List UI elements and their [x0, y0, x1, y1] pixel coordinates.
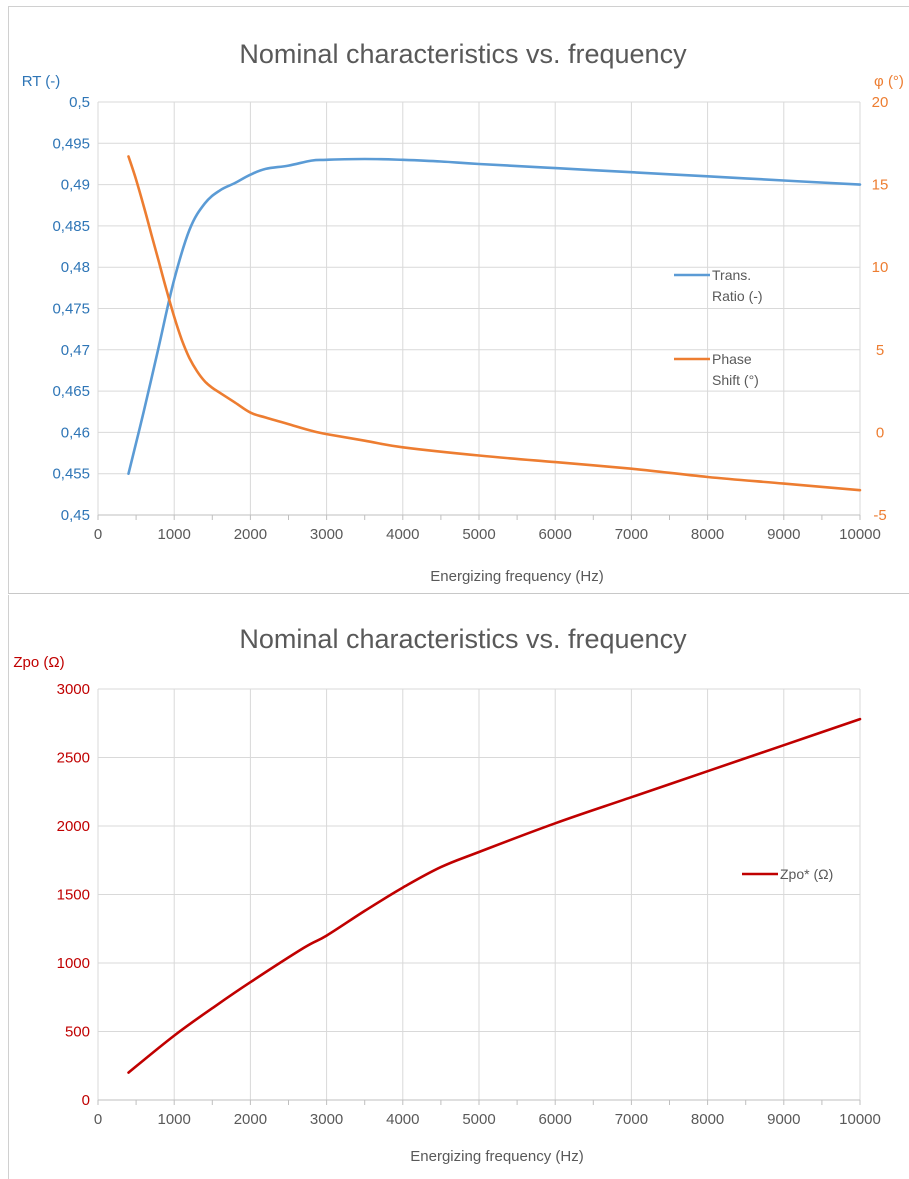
chart-title: Nominal characteristics vs. frequency: [239, 39, 687, 69]
grid-bottom: [97, 688, 861, 1105]
chart-top-svg: Nominal characteristics vs. frequency RT…: [22, 39, 904, 585]
y-tick-label-left: 1000: [57, 955, 90, 972]
y-axis-label-left: Zpo (Ω): [13, 654, 64, 671]
x-tick-label: 10000: [839, 1111, 881, 1128]
x-tick-label: 1000: [158, 1111, 191, 1128]
y-tick-label-right: 20: [872, 94, 889, 111]
y-tick-label-left: 0: [82, 1092, 90, 1109]
x-tick-label: 4000: [386, 1111, 419, 1128]
y-tick-label-left: 0,455: [52, 466, 90, 483]
ticks-bottom: 0 1000 2000 3000 4000 5000 6000 7000 8000 9000 100…: [57, 681, 881, 1128]
y-tick-label-right: 0: [876, 424, 884, 441]
x-tick-label: 8000: [691, 1111, 724, 1128]
x-axis-label: Energizing frequency (Hz): [410, 1148, 583, 1165]
legend-top: Trans. Ratio (-) Phase Shift (°): [674, 267, 763, 388]
y-tick-label-right: 15: [872, 177, 889, 194]
chart-title: Nominal characteristics vs. frequency: [239, 624, 687, 654]
y-tick-label-left: 0,475: [52, 301, 90, 318]
series-top: [127, 155, 862, 492]
series-line: [127, 157, 862, 475]
x-tick-label: 1000: [158, 526, 191, 543]
legend-label: Phase Shift (°): [712, 351, 759, 388]
x-tick-label: 6000: [539, 1111, 572, 1128]
series-bottom: [127, 717, 862, 1074]
x-tick-label: 5000: [462, 526, 495, 543]
y-tick-label-left: 0,45: [61, 507, 90, 524]
x-tick-label: 9000: [767, 1111, 800, 1128]
y-axis-label-left: RT (-): [22, 73, 61, 90]
y-axis-label-right: φ (°): [874, 73, 904, 90]
x-tick-label: 5000: [462, 1111, 495, 1128]
x-tick-label: 0: [94, 1111, 102, 1128]
x-axis-label: Energizing frequency (Hz): [430, 568, 603, 585]
chart-bottom-svg: Nominal characteristics vs. frequency Zp…: [13, 624, 881, 1165]
y-tick-label-left: 500: [65, 1024, 90, 1041]
legend-bottom: Zpo* (Ω): [742, 866, 833, 882]
y-tick-label-left: 0,495: [52, 135, 90, 152]
series-line: [127, 155, 862, 492]
y-tick-label-right: 5: [876, 342, 884, 359]
x-tick-label: 4000: [386, 526, 419, 543]
y-tick-label-left: 1500: [57, 887, 90, 904]
x-tick-label: 7000: [615, 526, 648, 543]
y-tick-label-left: 3000: [57, 681, 90, 698]
y-tick-label-left: 0,485: [52, 218, 90, 235]
ticks-top: 0 1000 2000 3000 4000 5000 6000 7000 8000 9000 100…: [52, 94, 888, 543]
x-tick-label: 3000: [310, 526, 343, 543]
y-tick-label-left: 0,49: [61, 177, 90, 194]
y-tick-label-left: 0,465: [52, 383, 90, 400]
x-tick-label: 6000: [539, 526, 572, 543]
x-tick-label: 10000: [839, 526, 881, 543]
legend-label: Trans. Ratio (-): [712, 267, 763, 304]
y-tick-label-left: 0,5: [69, 94, 90, 111]
y-tick-label-left: 2000: [57, 818, 90, 835]
legend-label: Zpo* (Ω): [780, 866, 833, 882]
x-tick-label: 0: [94, 526, 102, 543]
y-tick-label-right: -5: [873, 507, 886, 524]
series-line: [127, 717, 862, 1074]
x-tick-label: 3000: [310, 1111, 343, 1128]
y-tick-label-left: 0,48: [61, 259, 90, 276]
x-tick-label: 2000: [234, 1111, 267, 1128]
x-tick-label: 2000: [234, 526, 267, 543]
x-tick-label: 8000: [691, 526, 724, 543]
chart-panel-top: Nominal characteristics vs. frequency RT…: [8, 6, 909, 594]
y-tick-label-left: 2500: [57, 750, 90, 767]
y-tick-label-left: 0,47: [61, 342, 90, 359]
x-tick-label: 7000: [615, 1111, 648, 1128]
chart-panel-bottom: Nominal characteristics vs. frequency Zp…: [8, 595, 909, 1179]
grid-top: [97, 101, 861, 520]
y-tick-label-right: 10: [872, 259, 889, 276]
y-tick-label-left: 0,46: [61, 424, 90, 441]
x-tick-label: 9000: [767, 526, 800, 543]
